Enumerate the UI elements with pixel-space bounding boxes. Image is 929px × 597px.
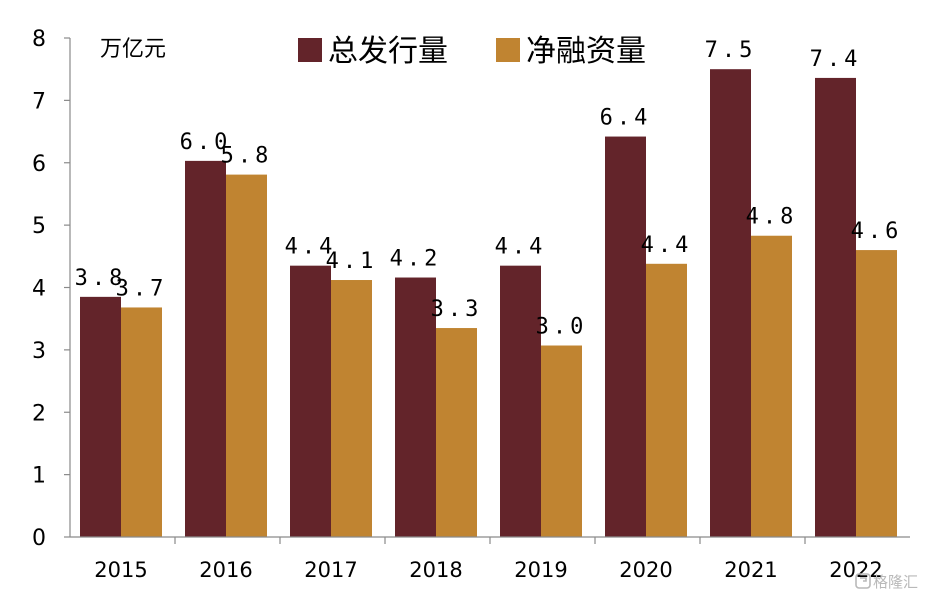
data-label-net-financing: 4.4 <box>641 233 693 258</box>
legend-label-net-financing: 净融资量 <box>526 34 646 69</box>
bar-total-issuance <box>605 136 646 538</box>
bar-total-issuance <box>185 160 226 537</box>
y-axis: 0 1 2 3 4 5 6 7 8 <box>32 27 71 551</box>
x-tick-label: 2016 <box>199 558 252 582</box>
y-tick-label: 8 <box>32 27 46 52</box>
bar-net-financing <box>856 250 897 537</box>
x-tick-label: 2019 <box>514 558 567 582</box>
bar-net-financing <box>751 235 792 537</box>
bar-total-issuance <box>710 69 751 537</box>
y-tick-label: 0 <box>32 526 46 551</box>
bar-total-issuance <box>500 265 541 537</box>
data-label-total-issuance: 6.0 <box>180 130 232 155</box>
y-tick-label: 7 <box>32 89 46 114</box>
data-label-net-financing: 3.0 <box>536 315 588 340</box>
y-tick-label: 6 <box>32 152 46 177</box>
data-label-total-issuance: 6.4 <box>600 106 652 131</box>
data-label-total-issuance: 4.2 <box>390 247 442 272</box>
y-tick-label: 1 <box>32 464 46 489</box>
data-label-net-financing: 3.7 <box>116 276 168 301</box>
bar-total-issuance <box>80 296 121 537</box>
data-label-total-issuance: 7.4 <box>810 47 862 72</box>
bar-net-financing <box>436 328 477 537</box>
data-label-net-financing: 4.6 <box>851 219 903 244</box>
bars <box>80 69 897 538</box>
y-tick-label: 2 <box>32 401 46 426</box>
data-label-total-issuance: 7.5 <box>705 38 757 63</box>
bar-total-issuance <box>290 265 331 537</box>
y-tick-label: 4 <box>32 277 46 302</box>
bar-net-financing <box>121 307 162 537</box>
bar-net-financing <box>331 280 372 537</box>
x-tick-label: 2020 <box>619 558 672 582</box>
legend-label-total-issuance: 总发行量 <box>328 34 448 69</box>
data-label-net-financing: 3.3 <box>431 297 483 322</box>
x-axis: 2015 2016 2017 2018 2019 2020 2021 2022 <box>70 536 910 582</box>
x-tick-label: 2017 <box>304 558 357 582</box>
bar-net-financing <box>226 174 267 537</box>
watermark-text: 格隆汇 <box>873 573 918 591</box>
bar-net-financing <box>646 263 687 537</box>
x-tick-label: 2015 <box>94 558 147 582</box>
x-tick-label: 2021 <box>724 558 777 582</box>
legend-item-total-issuance: 总发行量 <box>298 34 448 69</box>
data-label-total-issuance: 3.8 <box>75 266 127 291</box>
bar-total-issuance <box>395 277 436 537</box>
legend-swatch-total-issuance <box>298 38 322 62</box>
x-tick-label: 2018 <box>409 558 462 582</box>
y-tick-label: 3 <box>32 339 46 364</box>
data-label-total-issuance: 4.4 <box>495 235 547 260</box>
bar-total-issuance <box>815 77 856 538</box>
legend: 总发行量 净融资量 <box>298 34 646 69</box>
data-label-net-financing: 5.8 <box>221 144 273 169</box>
bar-net-financing <box>541 345 582 537</box>
legend-swatch-net-financing <box>496 38 520 62</box>
unit-label: 万亿元 <box>100 37 166 62</box>
y-tick-label: 5 <box>32 214 46 239</box>
watermark: 格隆汇 <box>855 573 918 591</box>
data-label-net-financing: 4.1 <box>326 249 378 274</box>
data-labels: 3.83.76.05.84.44.1 4.23.34.43.06.44.47.54… <box>75 38 903 340</box>
data-label-net-financing: 4.8 <box>746 205 798 230</box>
glh-logo-icon <box>855 573 871 589</box>
legend-item-net-financing: 净融资量 <box>496 34 646 69</box>
data-label-total-issuance: 4.4 <box>285 235 337 260</box>
